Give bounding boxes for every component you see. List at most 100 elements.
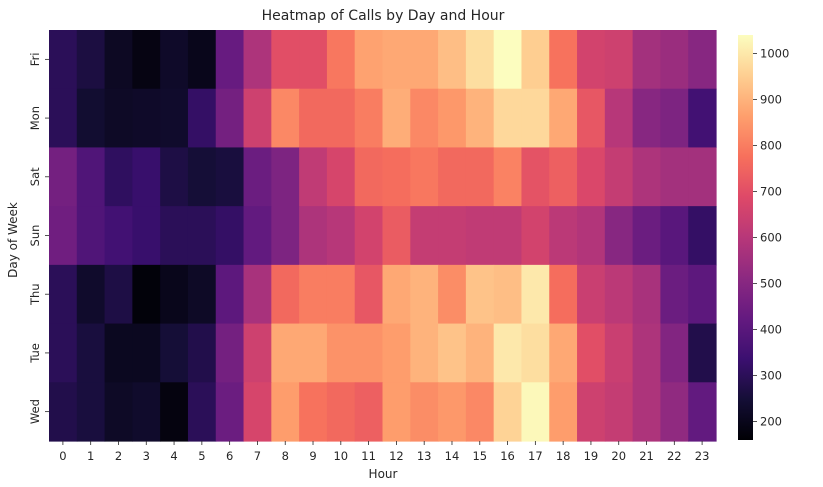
x-tick-label: 15: [472, 449, 487, 463]
heatmap-cell: [632, 382, 662, 442]
heatmap-cell: [104, 147, 133, 207]
x-tick-label: 17: [528, 449, 543, 463]
heatmap-cell: [438, 88, 467, 149]
heatmap-cell: [49, 323, 78, 383]
heatmap-cell: [243, 206, 272, 266]
heatmap-cell: [243, 147, 272, 207]
heatmap-cell: [215, 147, 245, 207]
heatmap-cell: [410, 206, 439, 266]
heatmap-cell: [132, 264, 161, 325]
heatmap-cell: [243, 323, 272, 383]
y-tick-label: Sat: [28, 167, 42, 186]
heatmap-cell: [243, 88, 272, 149]
x-tick-label: 13: [417, 449, 432, 463]
heatmap-cell: [577, 323, 606, 383]
heatmap-cell: [271, 147, 300, 207]
y-tick-label: Mon: [28, 106, 42, 130]
x-tick-label: 18: [556, 449, 571, 463]
heatmap-cell: [160, 147, 189, 207]
heatmap-cell: [688, 88, 717, 149]
heatmap-cell: [382, 264, 411, 325]
x-tick-label: 21: [639, 449, 654, 463]
x-tick-label: 11: [361, 449, 376, 463]
x-tick-label: 19: [584, 449, 599, 463]
heatmap-cell: [604, 382, 634, 442]
heatmap-cell: [549, 88, 578, 149]
heatmap-cell: [521, 323, 550, 383]
heatmap-cell: [410, 323, 439, 383]
heatmap-cell: [688, 323, 717, 383]
heatmap-cell: [104, 323, 133, 383]
heatmap-cell: [438, 206, 467, 266]
heatmap-cell: [271, 30, 300, 90]
heatmap-cell: [271, 264, 300, 325]
heatmap-cell: [215, 206, 245, 266]
x-tick-label: 6: [226, 449, 233, 463]
heatmap-cell: [660, 30, 689, 90]
heatmap-cell: [632, 30, 662, 90]
heatmap-cell: [465, 88, 495, 149]
x-tick-label: 0: [59, 449, 66, 463]
heatmap-cell: [76, 147, 106, 207]
x-tick-label: 12: [389, 449, 404, 463]
heatmap-cell: [215, 30, 245, 90]
x-tick-label: 23: [695, 449, 710, 463]
x-tick-label: 10: [333, 449, 348, 463]
heatmap-cell: [382, 382, 411, 442]
heatmap-cell: [187, 147, 217, 207]
heatmap-cell: [465, 323, 495, 383]
y-tick-label: Sun: [28, 225, 42, 247]
heatmap-cell: [271, 382, 300, 442]
heatmap-cell: [299, 323, 328, 383]
heatmap-cell: [160, 30, 189, 90]
heatmap-cell: [104, 382, 133, 442]
heatmap-cell: [49, 88, 78, 149]
heatmap-cell: [465, 382, 495, 442]
heatmap-cell: [76, 382, 106, 442]
heatmap-cell: [382, 206, 411, 266]
x-tick-label: 16: [500, 449, 515, 463]
chart-title: Heatmap of Calls by Day and Hour: [262, 8, 505, 24]
heatmap-cell: [493, 382, 523, 442]
colorbar-tick-label: 300: [760, 369, 782, 383]
y-axis-label: Day of Week: [6, 202, 20, 278]
heatmap-cell: [326, 323, 356, 383]
heatmap-cell: [493, 323, 523, 383]
x-tick-label: 7: [254, 449, 261, 463]
x-tick-label: 1: [87, 449, 94, 463]
heatmap-cell: [354, 206, 384, 266]
heatmap-cell: [604, 30, 634, 90]
heatmap-cell: [299, 206, 328, 266]
heatmap-cell: [549, 206, 578, 266]
heatmap-cell: [604, 147, 634, 207]
heatmap-cell: [76, 264, 106, 325]
x-tick-label: 22: [667, 449, 682, 463]
heatmap-cell: [299, 147, 328, 207]
heatmap-cell: [688, 382, 717, 442]
x-axis-ticks: 0 1 2 3 4 5 6 7 8 9 10 11 12 13 14 15 16 17 18 19 20 21 22 23: [59, 441, 709, 463]
heatmap-cell: [354, 382, 384, 442]
heatmap-cell: [688, 264, 717, 325]
x-axis-label: Hour: [369, 467, 398, 481]
heatmap-cell: [187, 323, 217, 383]
heatmap-cell: [465, 264, 495, 325]
heatmap-cell: [243, 30, 272, 90]
x-tick-label: 9: [309, 449, 316, 463]
heatmap-cell: [76, 30, 106, 90]
heatmap-cell: [271, 323, 300, 383]
heatmap-cell: [549, 30, 578, 90]
heatmap-cell: [438, 264, 467, 325]
heatmap-cell: [76, 88, 106, 149]
heatmap-cell: [521, 382, 550, 442]
heatmap-cell: [104, 88, 133, 149]
heatmap-cell: [160, 323, 189, 383]
heatmap-cell: [160, 264, 189, 325]
colorbar-tick-label: 500: [760, 277, 782, 291]
heatmap-cell: [243, 382, 272, 442]
heatmap-cell: [104, 30, 133, 90]
heatmap-cell: [49, 206, 78, 266]
y-tick-label: Fri: [28, 53, 42, 67]
colorbar: [738, 35, 753, 440]
colorbar-tick-label: 700: [760, 184, 782, 198]
heatmap-cell: [438, 30, 467, 90]
